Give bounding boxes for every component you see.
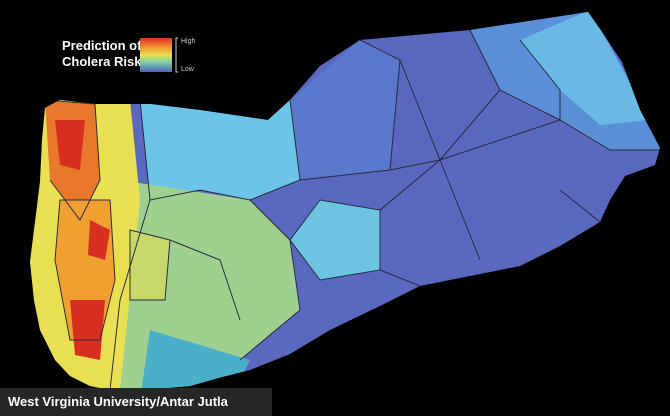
region	[290, 40, 400, 180]
legend-bracket	[175, 37, 178, 73]
region	[130, 230, 170, 300]
region	[140, 100, 300, 200]
legend-high: High	[181, 38, 196, 45]
legend-title-line: Cholera Risk	[62, 54, 142, 69]
region	[290, 200, 380, 280]
region	[520, 12, 650, 125]
credit: West Virginia University/Antar Jutla	[8, 394, 229, 409]
credit-box	[0, 388, 272, 416]
legend-low: Low	[181, 66, 195, 73]
region-high	[70, 300, 105, 360]
legend: Prediction of Cholera Risk High Low	[62, 37, 196, 73]
region-high	[55, 120, 85, 170]
district-borders	[44, 29, 660, 391]
legend-title-line: Prediction of	[62, 38, 142, 53]
legend-color-ramp	[140, 38, 172, 72]
region-high	[88, 220, 110, 260]
